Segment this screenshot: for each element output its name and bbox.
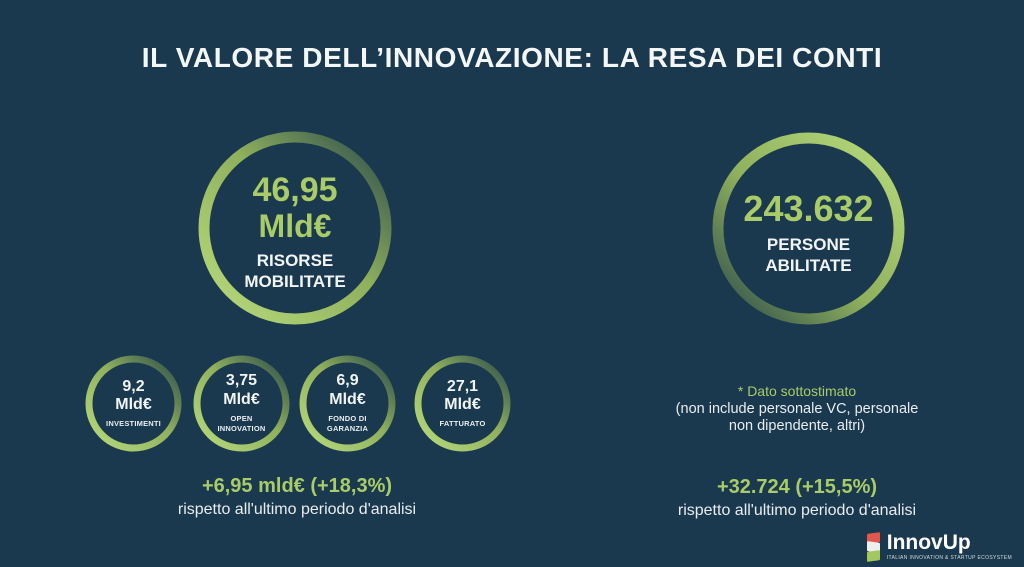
stat-circle-fatturato: 27,1 Mld€ FATTURATO — [414, 355, 511, 452]
stat-circle-persone: 243.632 PERSONE ABILITATE — [712, 132, 905, 325]
innovup-flag-icon — [866, 531, 880, 562]
stat-unit: Mld€ — [115, 395, 152, 413]
stat-value: 27,1 — [446, 377, 479, 395]
stat-circle-risorse: 46,95 Mld€ RISORSE MOBILITATE — [198, 131, 392, 325]
stat-ring-gradient — [85, 355, 182, 452]
stat-value: 46,95 — [252, 171, 338, 210]
logo-text: InnovUp ITALIAN INNOVATION & STARTUP ECO… — [887, 532, 1012, 561]
stat-label: RISORSE MOBILITATE — [244, 251, 346, 292]
stat-ring-gradient — [414, 355, 511, 452]
stat-ring-gradient — [193, 355, 290, 452]
delta-highlight: +32.724 (+15,5%) — [716, 476, 878, 498]
innovup-logo: InnovUp ITALIAN INNOVATION & STARTUP ECO… — [866, 531, 1012, 562]
delta-left: +6,95 mld€ (+18,3%) rispetto all'ultimo … — [97, 475, 497, 519]
footnote-underestimated: * Dato sottostimato (non include persona… — [597, 383, 997, 436]
delta-right: +32.724 (+15,5%) rispetto all'ultimo per… — [597, 476, 997, 520]
delta-caption: rispetto all'ultimo periodo d'analisi — [677, 502, 917, 519]
stat-unit: Mld€ — [223, 390, 260, 408]
stat-label: FATTURATO — [439, 419, 486, 429]
delta-caption: rispetto all'ultimo periodo d'analisi — [177, 501, 417, 518]
flag-green-stripe — [866, 549, 880, 562]
footnote-line: (non include personale VC, personale — [675, 401, 919, 417]
stat-unit: Mld€ — [444, 395, 481, 413]
stat-unit: Mld€ — [258, 208, 332, 244]
delta-highlight: +6,95 mld€ (+18,3%) — [201, 475, 393, 497]
footnote-line: non dipendente, altri) — [728, 418, 866, 435]
stat-value: 6,9 — [336, 372, 359, 390]
stat-circle-fondo-garanzia: 6,9 Mld€ FONDO DI GARANZIA — [299, 355, 396, 452]
stat-ring-gradient — [712, 132, 905, 325]
stat-label: PERSONE ABILITATE — [765, 235, 852, 276]
stat-circle-investimenti: 9,2 Mld€ INVESTIMENTI — [85, 355, 182, 452]
stat-ring-gradient — [198, 131, 392, 325]
stat-ring-gradient — [299, 355, 396, 452]
page-title: IL VALORE DELL’INNOVAZIONE: LA RESA DEI … — [141, 42, 883, 73]
stat-label: INVESTIMENTI — [106, 419, 161, 429]
stat-value: 9,2 — [122, 377, 145, 395]
stat-label: OPEN INNOVATION — [217, 414, 266, 434]
logo-tagline: ITALIAN INNOVATION & STARTUP ECOSYSTEM — [886, 555, 1012, 561]
stat-label: FONDO DI GARANZIA — [326, 414, 369, 434]
stat-unit: Mld€ — [329, 390, 366, 408]
stat-value: 243.632 — [743, 188, 874, 230]
stat-circle-open-innovation: 3,75 Mld€ OPEN INNOVATION — [193, 355, 290, 452]
footnote-star-line: * Dato sottostimato — [737, 383, 857, 399]
logo-name: InnovUp — [886, 531, 971, 554]
stat-value: 3,75 — [225, 372, 258, 390]
